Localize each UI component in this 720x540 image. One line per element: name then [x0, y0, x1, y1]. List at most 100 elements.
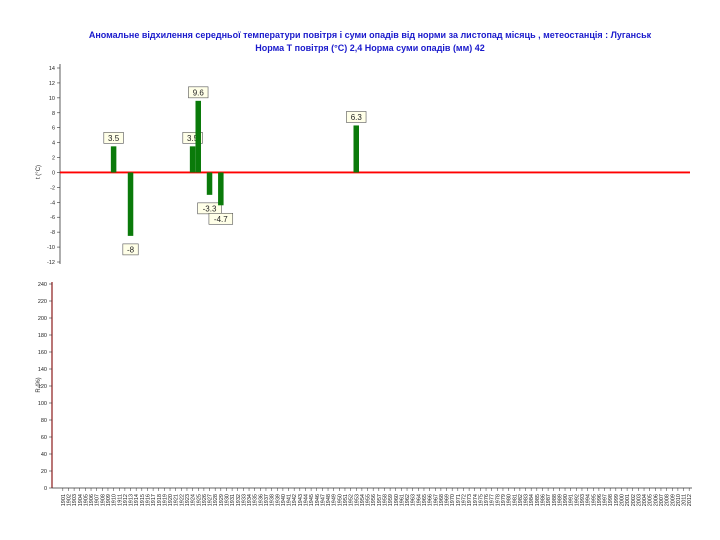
x-tick-label: 1940	[281, 494, 287, 506]
x-tick-label: 1949	[332, 494, 338, 506]
x-tick-label: 1934	[247, 494, 253, 506]
x-tick-label: 1960	[394, 494, 400, 506]
temperature-data-label: -3.3	[203, 204, 217, 213]
temperature-axis-label: t (°С)	[36, 165, 42, 179]
x-tick-label: 1961	[399, 494, 405, 506]
x-tick-label: 1991	[569, 494, 575, 506]
x-tick-label: 1938	[270, 494, 276, 506]
temperature-y-tick-label: 14	[49, 66, 55, 72]
temperature-y-tick-label: 6	[52, 126, 55, 132]
x-tick-label: 1917	[151, 494, 157, 506]
x-tick-label: 1901	[61, 494, 67, 506]
x-tick-label: 1941	[287, 494, 293, 506]
precipitation-axis-label: R (%)	[36, 377, 42, 392]
x-tick-label: 1962	[405, 494, 411, 506]
x-axis: 1901 1902 1903 1904 1905 1906 1907 1908 1909 1910…	[61, 488, 693, 506]
precipitation-y-tick-label: 0	[44, 486, 47, 492]
x-tick-label: 1999	[614, 494, 620, 506]
x-tick-label: 1970	[450, 494, 456, 506]
temperature-bar	[195, 100, 201, 173]
x-tick-label: 1935	[253, 494, 259, 506]
x-tick-label: 1988	[552, 494, 558, 506]
temperature-data-label-box	[346, 111, 367, 123]
x-tick-label: 2000	[619, 494, 625, 506]
x-tick-label: 1986	[540, 494, 546, 506]
temperature-y-tick-label: -2	[50, 185, 55, 191]
x-tick-label: 1964	[416, 494, 422, 506]
x-tick-label: 1982	[518, 494, 524, 506]
temperature-data-label: -8	[127, 245, 135, 254]
x-tick-label: 1915	[140, 494, 146, 506]
x-tick-label: 1952	[349, 494, 355, 506]
precipitation-y-tick-label: 80	[41, 418, 47, 424]
x-tick-label: 1923	[185, 494, 191, 506]
x-tick-label: 1967	[433, 494, 439, 506]
x-tick-label: 1983	[524, 494, 530, 506]
x-tick-label: 2008	[665, 494, 671, 506]
x-tick-label: 1980	[507, 494, 513, 506]
precipitation-y-tick-label: 240	[38, 282, 47, 288]
x-tick-label: 2004	[642, 494, 648, 506]
x-tick-label: 1965	[422, 494, 428, 506]
precipitation-y-tick-label: 100	[38, 401, 47, 407]
temperature-bar	[353, 125, 359, 173]
x-tick-label: 1930	[224, 494, 230, 506]
precipitation-y-tick-label: 120	[38, 384, 47, 390]
x-tick-label: 1989	[557, 494, 563, 506]
x-tick-label: 1995	[591, 494, 597, 506]
temperature-data-label: 6.3	[351, 113, 363, 122]
precipitation-y-tick-label: 220	[38, 299, 47, 305]
temperature-bar	[218, 172, 224, 206]
x-tick-label: 1966	[428, 494, 434, 506]
x-tick-label: 1987	[546, 494, 552, 506]
x-tick-label: 1924	[191, 494, 197, 506]
x-tick-label: 1998	[608, 494, 614, 506]
x-tick-label: 2012	[687, 494, 693, 506]
x-tick-label: 2009	[670, 494, 676, 506]
x-tick-label: 1951	[343, 494, 349, 506]
temperature-y-tick-label: -4	[50, 200, 55, 206]
temperature-y-tick-label: -10	[47, 245, 55, 251]
x-tick-label: 1911	[117, 494, 123, 506]
x-tick-label: 1927	[208, 494, 214, 506]
temperature-bar	[110, 146, 117, 173]
x-tick-label: 1974	[473, 494, 479, 506]
x-tick-label: 2002	[631, 494, 637, 506]
temperature-data-label: 3.5	[187, 134, 199, 143]
x-tick-label: 1953	[354, 494, 360, 506]
x-tick-label: 1969	[445, 494, 451, 506]
x-tick-label: 1908	[100, 494, 106, 506]
temperature-bar	[206, 172, 213, 195]
temperature-bar	[127, 172, 134, 236]
precipitation-y-tick-label: 60	[41, 435, 47, 441]
x-tick-label: 1918	[157, 494, 163, 506]
chart-subtitle: Норма Т повітря (°С) 2,4 Норма суми опад…	[255, 43, 485, 53]
x-tick-label: 1931	[230, 494, 236, 506]
precipitation-y-tick-label: 180	[38, 333, 47, 339]
precipitation-y-tick-label: 20	[41, 469, 47, 475]
x-tick-label: 1973	[467, 494, 473, 506]
x-tick-label: 1936	[258, 494, 264, 506]
x-tick-label: 1977	[490, 494, 496, 506]
x-tick-label: 2001	[625, 494, 631, 506]
x-tick-label: 1903	[72, 494, 78, 506]
x-tick-label: 1994	[586, 494, 592, 506]
temperature-y-tick-label: 0	[52, 170, 55, 176]
x-tick-label: 1963	[411, 494, 417, 506]
x-tick-label: 2005	[648, 494, 654, 506]
x-tick-label: 1922	[179, 494, 185, 506]
x-tick-label: 1981	[512, 494, 518, 506]
x-tick-label: 1916	[145, 494, 151, 506]
x-tick-label: 1975	[478, 494, 484, 506]
temperature-y-tick-label: -8	[50, 230, 55, 236]
temperature-data-label-box	[208, 212, 234, 225]
x-tick-label: 2010	[676, 494, 682, 506]
temperature-y-tick-label: -12	[47, 260, 55, 266]
x-tick-label: 1937	[264, 494, 270, 506]
x-tick-label: 1979	[501, 494, 507, 506]
x-tick-label: 1919	[162, 494, 168, 506]
x-tick-label: 1925	[196, 494, 202, 506]
x-tick-label: 1921	[174, 494, 180, 506]
x-tick-label: 1928	[213, 494, 219, 506]
